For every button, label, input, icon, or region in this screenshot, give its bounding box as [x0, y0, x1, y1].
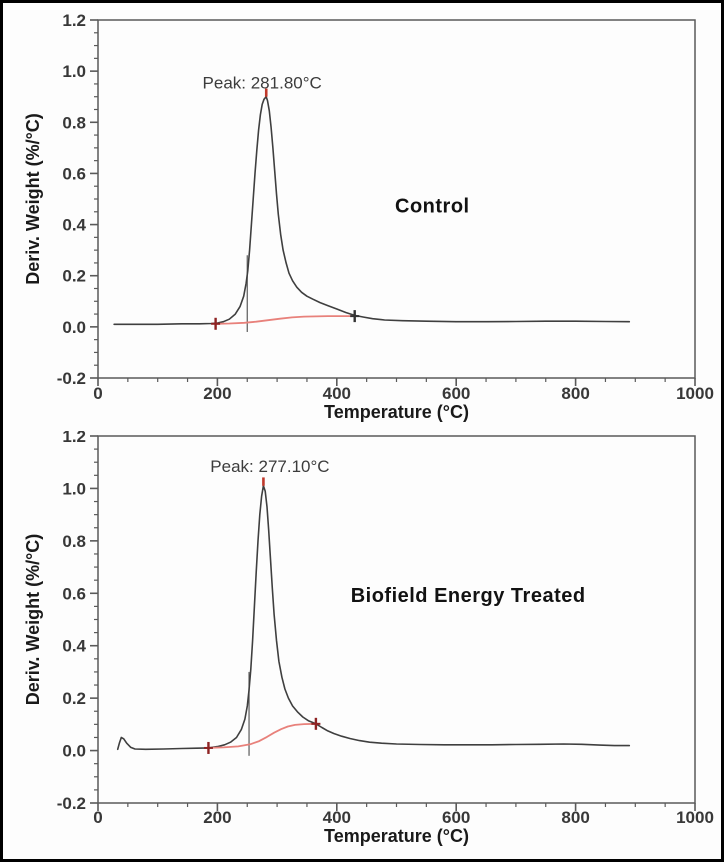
- peak-label: Peak: 281.80°C: [203, 74, 322, 93]
- x-tick-label: 0: [93, 808, 102, 827]
- x-tick-label: 800: [561, 384, 589, 403]
- series-label: Biofield Energy Treated: [351, 585, 586, 607]
- y-tick-label: -0.2: [57, 369, 86, 388]
- dtg-curve: [116, 485, 631, 751]
- limit-marker: [211, 317, 221, 330]
- integration-baseline: [207, 722, 317, 749]
- y-axis-title: Deriv. Weight (%/°C): [23, 113, 43, 285]
- y-tick-label: 1.0: [62, 479, 86, 498]
- x-tick-label: 600: [442, 384, 470, 403]
- y-tick-label: 0.6: [62, 164, 86, 183]
- y-tick-label: 0.0: [62, 318, 86, 337]
- integration-baseline: [214, 315, 356, 325]
- y-tick-label: 0.2: [62, 267, 86, 286]
- x-tick-label: 800: [561, 808, 589, 827]
- limit-marker: [350, 310, 360, 323]
- y-tick-label: 1.2: [62, 11, 86, 30]
- x-axis-title: Temperature (°C): [324, 402, 469, 422]
- x-tick-label: 200: [203, 808, 231, 827]
- limit-marker: [311, 717, 321, 730]
- peak-label: Peak: 277.10°C: [210, 457, 329, 476]
- y-tick-label: 0.4: [62, 637, 86, 656]
- x-tick-label: 400: [323, 808, 351, 827]
- y-axis-title: Deriv. Weight (%/°C): [23, 534, 43, 706]
- x-axis-title: Temperature (°C): [324, 826, 469, 846]
- y-tick-label: 0.8: [62, 113, 86, 132]
- control-dtg-chart: 0 200 400 600 800 1000 -0.2 0.0 0.2 0.4 0.6 0.8 1.0 1…: [23, 11, 714, 422]
- y-tick-label: 0.8: [62, 532, 86, 551]
- limit-marker: [203, 741, 213, 754]
- y-tick-label: 1.2: [62, 431, 86, 446]
- x-tick-label: 200: [203, 384, 231, 403]
- x-tick-label: 1000: [676, 808, 714, 827]
- x-tick-label: 1000: [676, 384, 714, 403]
- biofield-treated-dtg-chart: 0 200 400 600 800 1000 -0.2 0.0 0.2 0.4 0.6 0.8 1.0 1…: [23, 431, 714, 846]
- x-tick-label: 600: [442, 808, 470, 827]
- y-tick-label: -0.2: [57, 794, 86, 813]
- y-tick-label: 0.6: [62, 584, 86, 603]
- x-tick-label: 400: [323, 384, 351, 403]
- y-tick-label: 1.0: [62, 62, 86, 81]
- y-tick-label: 0.2: [62, 689, 86, 708]
- x-tick-label: 0: [93, 384, 102, 403]
- series-label: Control: [395, 196, 470, 218]
- y-tick-label: 0.4: [62, 216, 86, 235]
- y-tick-label: 0.0: [62, 742, 86, 761]
- dtg-curve: [113, 95, 631, 326]
